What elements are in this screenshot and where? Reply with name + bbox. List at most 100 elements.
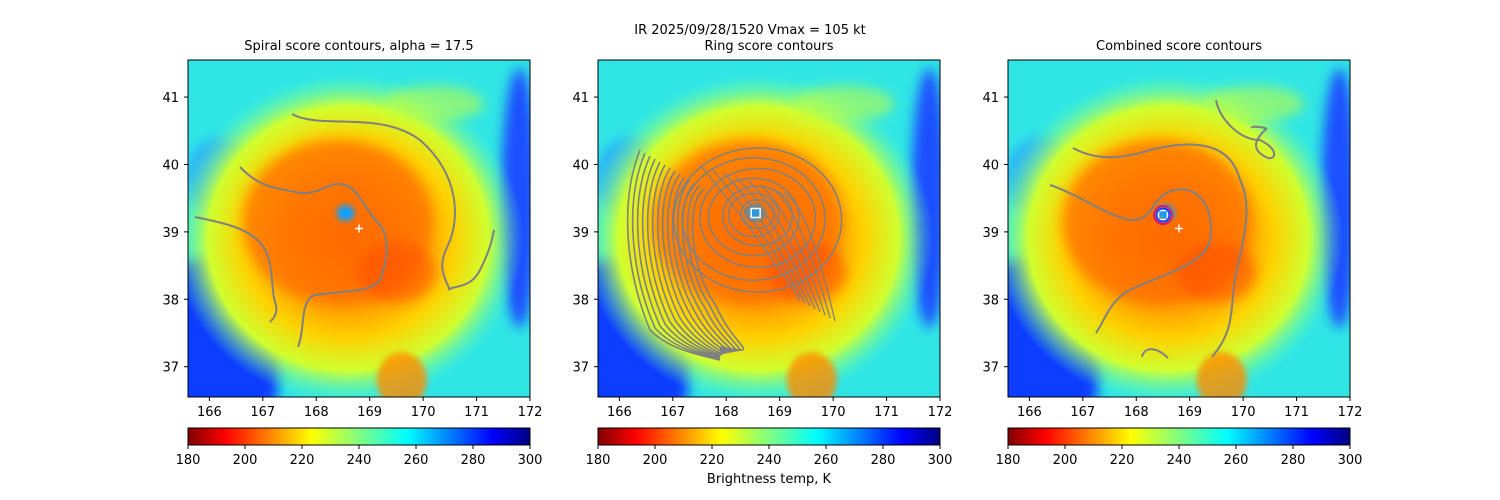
colorbar-tick-label: 300 bbox=[1338, 453, 1363, 468]
figure-suptitle: IR 2025/09/28/1520 Vmax = 105 kt bbox=[634, 23, 866, 38]
colorbar-tick-label: 180 bbox=[586, 453, 611, 468]
y-tick-label: 39 bbox=[162, 226, 179, 241]
colorbar-tick-label: 260 bbox=[1224, 453, 1249, 468]
ring-contour-1 bbox=[744, 205, 763, 221]
x-tick-label: 167 bbox=[1070, 405, 1095, 420]
y-tick-label: 41 bbox=[572, 91, 589, 106]
ring-contour-3 bbox=[727, 192, 780, 238]
axes-frame bbox=[187, 59, 531, 398]
colorbar-tick-label: 260 bbox=[404, 453, 429, 468]
panel-2: 166 167 168 169 170 171 172 37 38 39 40 41 180 200 220… bbox=[572, 59, 953, 468]
y-tick-label: 40 bbox=[162, 158, 179, 173]
ring-circle-inner bbox=[1155, 207, 1171, 223]
panel-3: 166 167 168 169 170 171 172 37 38 39 40 41 180 200 220… bbox=[982, 59, 1363, 468]
ring-contour-field-7 bbox=[771, 188, 831, 319]
y-tick-label: 38 bbox=[982, 293, 999, 308]
ring-contour-west-1 bbox=[626, 149, 721, 361]
y-tick-label: 40 bbox=[982, 158, 999, 173]
x-tick-label: 171 bbox=[1284, 405, 1309, 420]
x-tick-label: 172 bbox=[928, 405, 953, 420]
x-tick-label: 169 bbox=[1177, 405, 1202, 420]
panel3-title: Combined score contours bbox=[1096, 39, 1262, 54]
x-tick-label: 171 bbox=[874, 405, 899, 420]
x-tick-label: 166 bbox=[1017, 405, 1042, 420]
spiral-contour-3 bbox=[447, 229, 495, 291]
ring-contour-6 bbox=[699, 167, 817, 269]
combined-contour-4 bbox=[1141, 348, 1169, 359]
spiral-contour-1 bbox=[291, 113, 456, 291]
x-tick-label: 172 bbox=[1338, 405, 1363, 420]
ring-contour-west-5 bbox=[646, 161, 721, 357]
colorbar-tick-label: 280 bbox=[461, 453, 486, 468]
x-tick-label: 168 bbox=[1124, 405, 1149, 420]
x-tick-label: 166 bbox=[197, 405, 222, 420]
panel2-title: Ring score contours bbox=[704, 39, 834, 54]
ring-contour-field-1 bbox=[699, 164, 801, 301]
ring-contour-field-2 bbox=[711, 168, 806, 304]
ring-circle-outer bbox=[1152, 205, 1173, 226]
colorbar-tick-label: 200 bbox=[643, 453, 668, 468]
ring-contour-4 bbox=[722, 185, 794, 247]
colorbar bbox=[187, 427, 531, 446]
y-tick-label: 38 bbox=[572, 293, 589, 308]
x-tick-label: 169 bbox=[767, 405, 792, 420]
ring-contour-field-4 bbox=[735, 176, 816, 310]
combined-contour-3 bbox=[1215, 99, 1276, 160]
colorbar-tick-label: 260 bbox=[814, 453, 839, 468]
ring-contour-field-8 bbox=[783, 192, 836, 322]
y-tick-label: 41 bbox=[982, 91, 999, 106]
eye-cold-spot bbox=[336, 204, 355, 221]
combined-contour-2 bbox=[1049, 184, 1212, 334]
x-tick-label: 166 bbox=[607, 405, 632, 420]
colorbar-tick-label: 180 bbox=[176, 453, 201, 468]
x-tick-label: 168 bbox=[714, 405, 739, 420]
ring-contour-west-14 bbox=[691, 188, 745, 351]
colorbar bbox=[1007, 427, 1351, 446]
colorbar-tick-label: 180 bbox=[996, 453, 1021, 468]
square-marker bbox=[1157, 209, 1169, 221]
colorbar-tick-label: 280 bbox=[871, 453, 896, 468]
ring-contour-field-5 bbox=[747, 180, 821, 313]
ring-contour-west-4 bbox=[641, 158, 721, 358]
x-tick-label: 172 bbox=[518, 405, 543, 420]
y-tick-label: 37 bbox=[572, 361, 589, 376]
y-tick-label: 41 bbox=[162, 91, 179, 106]
brightness-temp-image bbox=[598, 60, 940, 397]
panel-1: 166 167 168 169 170 171 172 37 38 39 40 41 180 200 220… bbox=[162, 59, 543, 468]
ring-contour-5 bbox=[707, 177, 800, 257]
panel1-title: Spiral score contours, alpha = 17.5 bbox=[244, 39, 474, 54]
x-tick-label: 170 bbox=[821, 405, 846, 420]
spiral-contour-4 bbox=[194, 216, 278, 323]
x-tick-label: 171 bbox=[464, 405, 489, 420]
ring-contour-west-3 bbox=[636, 155, 721, 359]
x-tick-label: 170 bbox=[1231, 405, 1256, 420]
colorbar-tick-label: 300 bbox=[518, 453, 543, 468]
colorbar-tick-label: 200 bbox=[1053, 453, 1078, 468]
square-marker bbox=[750, 207, 761, 219]
colorbar bbox=[597, 427, 941, 446]
colorbar-label: Brightness temp, K bbox=[706, 472, 832, 487]
colorbar-tick-label: 220 bbox=[700, 453, 725, 468]
plus-marker bbox=[355, 224, 363, 233]
y-tick-label: 37 bbox=[162, 361, 179, 376]
y-tick-label: 39 bbox=[572, 226, 589, 241]
ring-contour-west-6 bbox=[651, 164, 722, 356]
colorbar-tick-label: 240 bbox=[1167, 453, 1192, 468]
plus-marker bbox=[1175, 224, 1183, 233]
axes-frame bbox=[1007, 59, 1351, 398]
x-tick-label: 168 bbox=[304, 405, 329, 420]
colorbar-tick-label: 200 bbox=[233, 453, 258, 468]
ring-contour-field-6 bbox=[759, 184, 826, 316]
colorbar-tick-label: 220 bbox=[1110, 453, 1135, 468]
y-tick-label: 38 bbox=[162, 293, 179, 308]
colorbar-tick-label: 240 bbox=[757, 453, 782, 468]
x-tick-label: 167 bbox=[250, 405, 275, 420]
x-tick-label: 169 bbox=[357, 405, 382, 420]
axes-frame bbox=[597, 59, 941, 398]
ring-contour-field-3 bbox=[723, 172, 811, 307]
colorbar-tick-label: 220 bbox=[290, 453, 315, 468]
ring-contour-8 bbox=[672, 147, 843, 293]
colorbar-tick-label: 240 bbox=[347, 453, 372, 468]
spiral-contour-2 bbox=[239, 166, 388, 348]
